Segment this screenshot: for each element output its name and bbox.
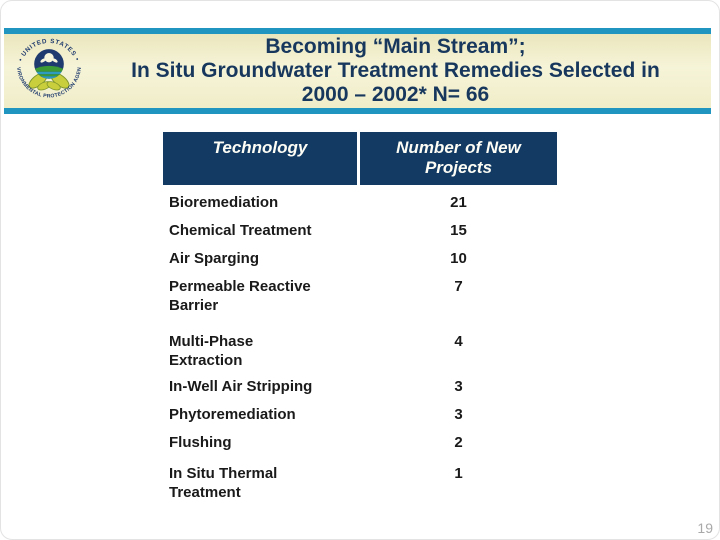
table-row: In Situ Thermal Treatment 1 [163, 464, 557, 502]
technology-name: Air Sparging [169, 250, 260, 267]
epa-logo-icon: • UNITED STATES • ENVIRONMENTAL PROTECTI… [8, 27, 83, 99]
table-row: In-Well Air Stripping 3 [163, 377, 557, 396]
banner-top-bar [4, 28, 711, 34]
header-banner: • UNITED STATES • ENVIRONMENTAL PROTECTI… [4, 27, 711, 114]
project-count: 3 [454, 406, 463, 423]
banner-body: • UNITED STATES • ENVIRONMENTAL PROTECTI… [4, 27, 711, 108]
technology-name: Bioremediation [169, 194, 279, 211]
technology-name: Permeable Reactive Barrier [169, 278, 311, 314]
project-count: 10 [450, 250, 467, 267]
epa-logo-globe-art [34, 53, 64, 79]
technology-name: Flushing [169, 434, 232, 451]
project-count: 7 [454, 278, 463, 295]
project-count: 3 [454, 378, 463, 395]
project-count: 1 [454, 465, 463, 482]
table-row: Phytoremediation 3 [163, 405, 557, 424]
project-count: 21 [450, 194, 467, 211]
project-count: 4 [454, 333, 463, 350]
table-row: Chemical Treatment 15 [163, 221, 557, 240]
project-count: 15 [450, 222, 467, 239]
technology-name: In Situ Thermal Treatment [169, 465, 278, 501]
project-count: 2 [454, 434, 463, 451]
table-body: Bioremediation 21 Chemical Treatment 15 … [163, 193, 557, 502]
technology-name: Phytoremediation [169, 406, 296, 423]
table-row: Multi-Phase Extraction 4 [163, 332, 557, 370]
table-row: Air Sparging 10 [163, 249, 557, 268]
technology-name: Multi-Phase Extraction [169, 333, 254, 369]
column-header-number-of-new-projects: Number of New Projects [360, 132, 557, 185]
table-row: Flushing 2 [163, 433, 557, 452]
banner-bottom-bar [4, 108, 711, 114]
page-number: 19 [697, 520, 713, 536]
technology-name: Chemical Treatment [169, 222, 312, 239]
technology-table: Technology Number of New Projects Biorem… [163, 132, 557, 511]
slide-title: Becoming “Main Stream”; In Situ Groundwa… [131, 35, 660, 106]
table-row: Permeable Reactive Barrier 7 [163, 277, 557, 315]
technology-name: In-Well Air Stripping [169, 378, 313, 395]
column-header-technology: Technology [163, 132, 357, 185]
table-row: Bioremediation 21 [163, 193, 557, 212]
table-header-row: Technology Number of New Projects [163, 132, 557, 185]
